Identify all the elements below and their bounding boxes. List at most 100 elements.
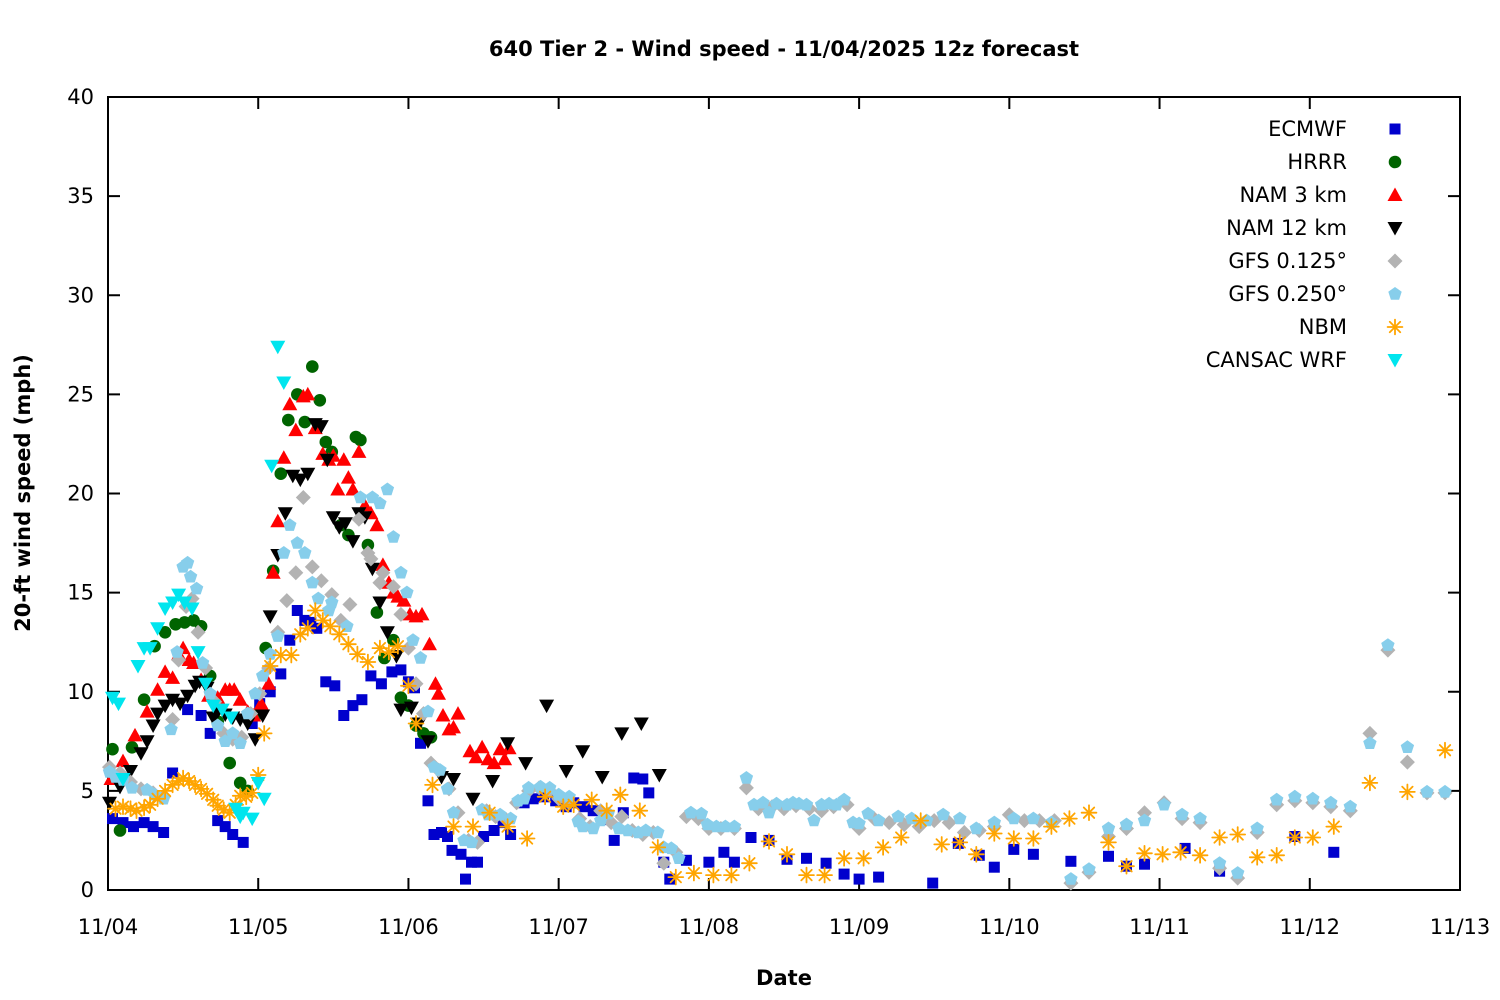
pentagon-marker (283, 518, 297, 531)
pentagon-marker (576, 819, 590, 833)
triangle-up-marker (127, 727, 143, 742)
pentagon-marker (552, 787, 566, 801)
pentagon-marker (263, 647, 277, 660)
triangle-up-marker (422, 636, 437, 651)
circle-marker (378, 651, 391, 665)
triangle-up-marker (253, 696, 269, 710)
triangle-down-marker (165, 596, 181, 610)
circle-marker (274, 467, 288, 481)
square-marker (1027, 848, 1039, 860)
pentagon-marker (241, 706, 255, 720)
square-marker (703, 856, 715, 868)
asterisk-marker (1005, 830, 1023, 847)
square-marker (386, 666, 398, 678)
pentagon-marker (1270, 792, 1284, 806)
triangle-down-marker (150, 622, 166, 636)
pentagon-marker (664, 841, 678, 855)
triangle-up-marker (468, 749, 484, 764)
legend-label: CANSAC WRF (1206, 348, 1347, 372)
asterisk-marker (705, 866, 722, 884)
asterisk-marker (536, 788, 554, 806)
pentagon-marker (1175, 807, 1189, 821)
legend-item-gfs-0-125-: GFS 0.125° (1228, 249, 1403, 273)
asterisk-marker (583, 791, 600, 809)
asterisk-marker (685, 864, 703, 882)
asterisk-marker (407, 715, 425, 732)
asterisk-marker (1136, 845, 1153, 862)
pentagon-marker (1250, 821, 1264, 835)
diamond-marker (1399, 754, 1415, 770)
asterisk-marker (951, 834, 969, 851)
y-tick-label: 10 (67, 680, 94, 704)
asterisk-marker (816, 866, 833, 884)
triangle-down-marker (262, 610, 278, 624)
asterisk-marker (1154, 846, 1171, 863)
pentagon-marker (799, 797, 814, 811)
diamond-marker (408, 676, 424, 692)
square-marker (128, 821, 139, 833)
asterisk-marker (798, 866, 815, 884)
square-marker (988, 861, 1000, 873)
square-marker (347, 700, 359, 712)
y-tick-label: 15 (67, 581, 94, 605)
circle-marker (387, 633, 400, 647)
pentagon-marker (400, 585, 414, 599)
triangle-down-marker (214, 703, 230, 718)
pentagon-marker (1324, 795, 1338, 809)
y-tick-label: 35 (67, 184, 94, 208)
pentagon-marker (406, 633, 420, 646)
square-marker (853, 873, 865, 885)
triangle-down-marker (165, 693, 181, 708)
asterisk-marker (1304, 829, 1322, 846)
pentagon-marker (298, 546, 312, 559)
pentagon-marker (211, 718, 225, 732)
triangle-up-marker (486, 755, 502, 770)
square-marker (227, 829, 239, 840)
legend-label: GFS 0.250° (1228, 282, 1347, 306)
pentagon-marker (353, 490, 368, 504)
triangle-down-marker (133, 747, 149, 761)
pentagon-marker (905, 811, 919, 825)
asterisk-marker (389, 637, 407, 655)
asterisk-marker (1248, 849, 1266, 866)
triangle-up-marker (165, 670, 181, 684)
triangle-up-marker (497, 751, 513, 766)
pentagon-marker (684, 805, 698, 819)
square-marker (138, 817, 150, 829)
triangle-up-marker (414, 606, 430, 621)
pentagon-marker (256, 668, 270, 682)
asterisk-marker (464, 818, 482, 835)
asterisk-marker (649, 839, 667, 856)
pentagon-marker (621, 823, 635, 837)
square-marker (395, 664, 407, 676)
square-marker (838, 868, 850, 880)
pentagon-marker (639, 823, 653, 837)
asterisk-marker (1043, 818, 1060, 835)
triangle-up-marker (282, 396, 298, 411)
square-marker (415, 737, 426, 749)
y-tick-label: 20 (67, 482, 94, 506)
y-tick-label: 0 (81, 878, 94, 902)
triangle-down-marker (198, 677, 214, 692)
circle-marker (137, 693, 151, 706)
asterisk-marker (261, 657, 279, 675)
series-gfs-0-250- (102, 482, 1452, 885)
asterisk-marker (255, 725, 273, 742)
square-marker (375, 678, 387, 690)
asterisk-marker (156, 782, 174, 800)
pentagon-marker (1157, 797, 1171, 811)
asterisk-marker (933, 836, 950, 853)
pentagon-marker (936, 807, 950, 821)
pentagon-marker (1231, 866, 1245, 879)
pentagon-marker (871, 813, 886, 827)
triangle-down-marker (270, 340, 286, 355)
circle-marker (298, 415, 312, 429)
triangle-up-marker (232, 692, 248, 706)
triangle-down-marker (614, 727, 630, 741)
asterisk-marker (237, 788, 255, 806)
pentagon-marker (1212, 856, 1227, 869)
pentagon-marker (1420, 784, 1434, 798)
pentagon-marker (852, 816, 866, 830)
asterisk-marker (1061, 810, 1078, 827)
